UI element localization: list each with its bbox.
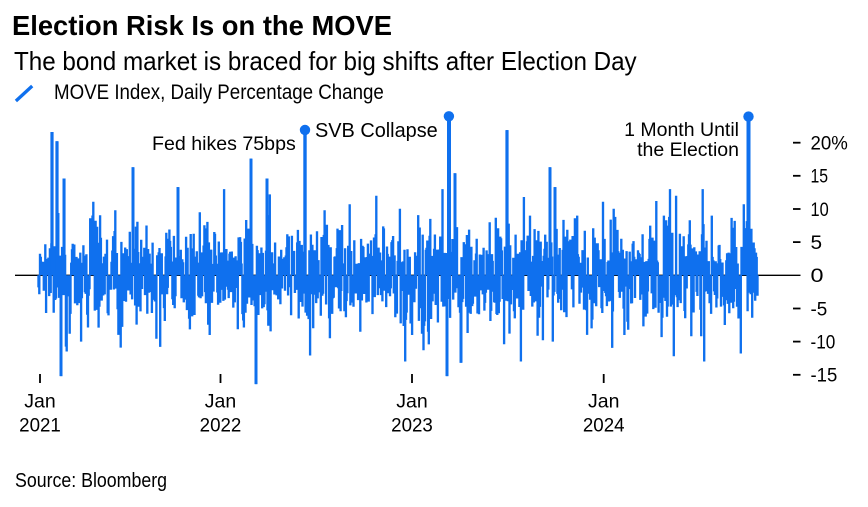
svg-text:Jan: Jan xyxy=(205,391,236,413)
svg-text:Jan: Jan xyxy=(588,391,619,413)
svg-text:2021: 2021 xyxy=(19,415,61,437)
svg-text:2024: 2024 xyxy=(583,415,625,437)
svg-text:-5: -5 xyxy=(811,298,828,320)
svg-text:-15: -15 xyxy=(811,365,838,387)
svg-text:10: 10 xyxy=(811,199,829,221)
svg-text:-10: -10 xyxy=(811,331,836,353)
svg-text:0: 0 xyxy=(811,265,824,287)
svg-text:Jan: Jan xyxy=(396,391,427,413)
svg-text:15: 15 xyxy=(811,166,829,188)
svg-text:2023: 2023 xyxy=(391,415,433,437)
svg-text:20%: 20% xyxy=(811,133,848,155)
svg-text:5: 5 xyxy=(811,232,823,254)
svg-text:2022: 2022 xyxy=(200,415,242,437)
svg-text:Jan: Jan xyxy=(24,391,55,413)
